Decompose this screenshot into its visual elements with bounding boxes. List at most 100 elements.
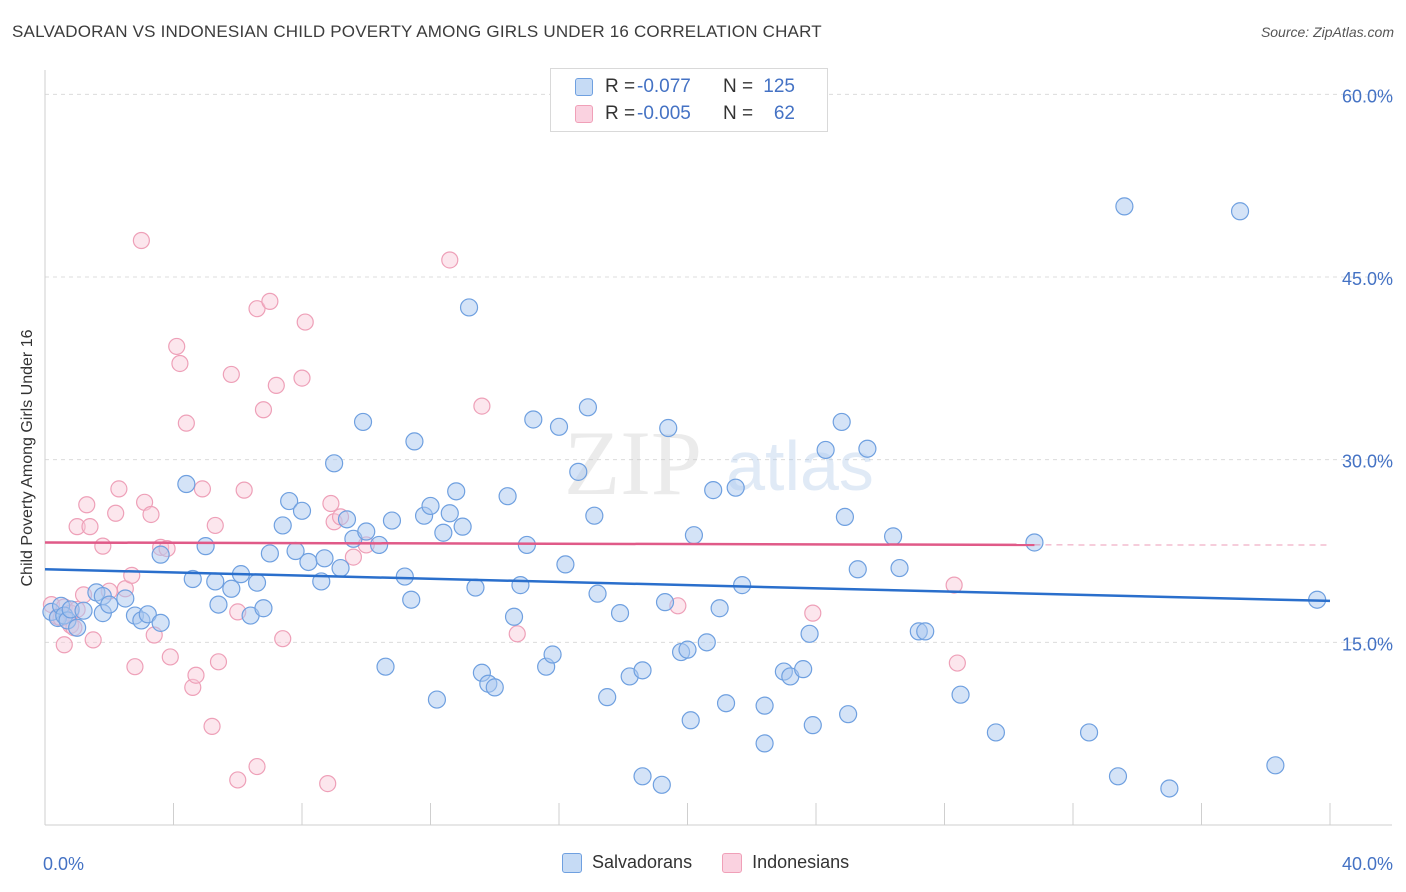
indonesian-point: [123, 566, 141, 584]
salvadoran-point: [222, 579, 241, 598]
salvadoran-point: [726, 478, 745, 497]
legend-label-salvadorans: Salvadorans: [592, 852, 693, 872]
salvadoran-point: [402, 590, 421, 609]
indonesian-point: [344, 548, 362, 566]
indonesian-point: [126, 658, 144, 676]
salvadoran-point: [883, 527, 903, 546]
y-axis-label: Child Poverty Among Girls Under 16: [19, 329, 36, 587]
salvadoran-point: [543, 645, 562, 664]
salvadoran-point: [395, 567, 414, 586]
salvadoran-point: [440, 504, 459, 523]
y-tick-label: 15.0%: [1342, 634, 1393, 654]
salvadoran-point: [1160, 779, 1179, 798]
salvadoran-point: [68, 618, 87, 637]
salvadoran-point: [434, 523, 453, 542]
indonesian-point: [804, 604, 822, 622]
salvadoran-point: [659, 418, 678, 438]
salvadoran-point: [138, 605, 157, 624]
salvadoran-point: [353, 412, 373, 432]
salvadoran-point: [800, 624, 819, 643]
salvadoran-point: [325, 454, 344, 473]
salvadoran-point: [951, 685, 970, 704]
indonesian-point: [261, 292, 279, 310]
x-tick-label: 40.0%: [1342, 854, 1393, 874]
y-tick-label: 45.0%: [1342, 269, 1393, 289]
salvadoran-point: [556, 555, 575, 574]
series-legend: Salvadorans Indonesians: [562, 852, 879, 873]
salvadoran-point: [684, 526, 704, 545]
salvadoran-point: [357, 522, 376, 541]
legend-swatch-blue: [562, 852, 582, 873]
salvadoran-point: [697, 633, 716, 652]
indonesian-point: [235, 481, 253, 499]
salvadoran-point: [578, 398, 598, 417]
legend-swatch-blue: [575, 78, 593, 96]
indonesian-point: [206, 516, 224, 535]
salvadoran-point: [206, 572, 225, 591]
salvadoran-point: [151, 613, 170, 632]
salvadoran-point: [116, 589, 135, 608]
salvadoran-point: [405, 432, 424, 451]
watermark-zip: ZIP: [564, 412, 702, 514]
salvadoran-point: [382, 511, 402, 530]
salvadoran-point: [1025, 533, 1044, 552]
salvadoran-point: [183, 569, 202, 589]
salvadoran-point: [848, 560, 867, 579]
salvadoran-point: [839, 705, 858, 724]
salvadoran-point: [794, 660, 813, 679]
salvadoran-point: [755, 734, 774, 753]
legend-item-indonesians[interactable]: Indonesians: [722, 852, 849, 873]
indonesian-point: [248, 300, 266, 318]
salvadoran-point: [74, 601, 93, 620]
salvadoran-point: [678, 640, 697, 659]
salvadoran-point: [681, 711, 700, 730]
salvadoran-point: [585, 506, 604, 525]
legend-item-salvadorans[interactable]: Salvadorans: [562, 852, 692, 873]
salvadoran-point: [1230, 202, 1250, 221]
salvadoran-point: [858, 439, 877, 458]
gridlines: [45, 93, 1392, 643]
salvadoran-point: [453, 517, 472, 536]
watermark: ZIP atlas: [564, 412, 874, 514]
indonesian-point: [107, 504, 125, 522]
indonesian-point: [94, 537, 112, 555]
salvadoran-point: [260, 544, 279, 563]
legend-swatch-pink: [575, 105, 593, 123]
salvadoran-point: [315, 549, 334, 568]
indonesian-point: [110, 480, 128, 498]
indonesian-point: [248, 757, 266, 776]
salvadoran-point: [710, 599, 729, 618]
salvadoran-point: [549, 417, 569, 436]
indonesian-point: [142, 505, 160, 524]
x-tick-label: 0.0%: [43, 854, 84, 874]
salvadoran-point: [716, 694, 736, 713]
indonesian-point: [948, 654, 966, 672]
source-label: Source: ZipAtlas.com: [1260, 24, 1394, 40]
indonesian-point: [274, 630, 292, 648]
salvadoran-point: [598, 688, 617, 707]
indonesian-point: [187, 666, 205, 684]
indonesian-point: [267, 376, 285, 394]
salvadoran-point: [247, 573, 267, 592]
salvadoran-point: [890, 558, 909, 578]
indonesian-point: [319, 774, 337, 793]
salvadoran-point: [832, 412, 851, 432]
y-tick-label: 60.0%: [1342, 86, 1393, 106]
indonesian-point: [229, 771, 247, 789]
indonesian-point: [55, 636, 73, 654]
salvadoran-point: [916, 622, 935, 641]
salvadoran-point: [177, 474, 196, 494]
legend-swatch-pink: [722, 852, 743, 873]
indonesian-point: [68, 518, 86, 536]
indonesian-point: [296, 313, 314, 331]
watermark-atlas: atlas: [726, 427, 874, 505]
salvadoran-point: [569, 462, 588, 481]
salvadoran-point: [704, 481, 723, 500]
salvadoran-point: [337, 510, 357, 529]
salvadoran-point: [655, 593, 675, 612]
salvadoran-point: [511, 576, 530, 595]
indonesian-point: [171, 354, 189, 373]
tick-labels: 15.0% 30.0% 45.0% 60.0% 0.0% 40.0%: [43, 86, 1393, 874]
salvadoran-point: [835, 507, 855, 527]
salvadoran-point: [466, 578, 485, 597]
